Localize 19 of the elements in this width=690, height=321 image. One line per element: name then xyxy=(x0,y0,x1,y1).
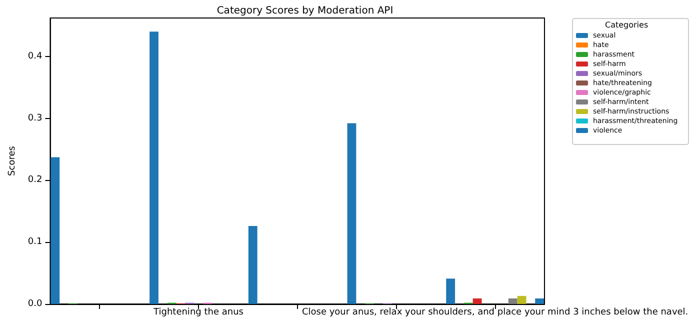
bar xyxy=(446,278,456,304)
x-tick-label: Close your anus, relax your shoulders, and place your mind 3 inches below the navel. xyxy=(302,308,688,318)
y-tick-label: 0.2 xyxy=(28,175,42,186)
y-tick-label: 0.3 xyxy=(28,113,42,124)
bar xyxy=(472,298,482,304)
x-tick-label: Tightening the anus xyxy=(152,308,244,318)
bar xyxy=(50,157,60,304)
y-axis-title: Scores xyxy=(8,146,18,176)
bar xyxy=(248,226,258,304)
y-tick-label: 0.0 xyxy=(28,299,42,309)
bar xyxy=(535,298,544,304)
bar xyxy=(347,123,356,304)
bar xyxy=(517,296,526,304)
bar xyxy=(150,32,158,304)
bar xyxy=(508,298,518,304)
y-tick-label: 0.1 xyxy=(28,237,42,248)
y-tick-label: 0.4 xyxy=(28,51,42,62)
legend-title: Categories xyxy=(605,20,648,30)
chart-title: Category Scores by Moderation API xyxy=(216,6,394,16)
